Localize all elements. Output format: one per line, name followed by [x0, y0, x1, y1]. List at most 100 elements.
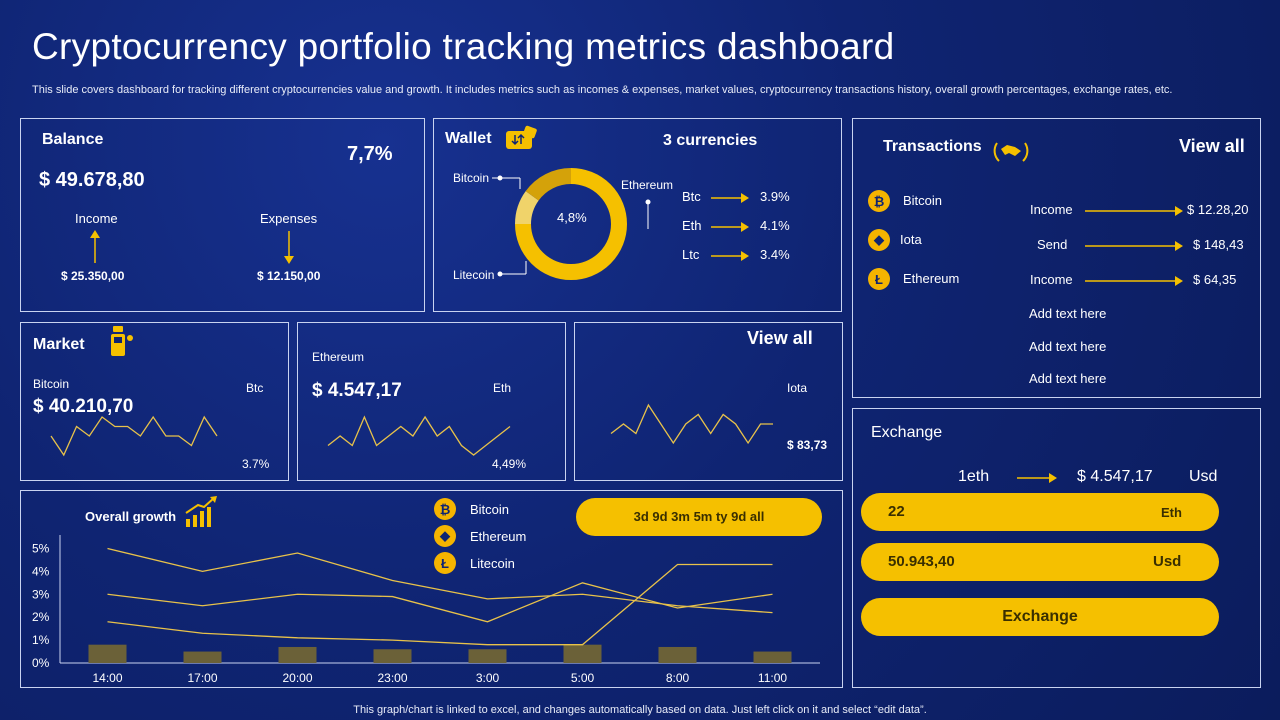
handshake-icon: [993, 142, 1029, 162]
wallet-rate-sym: Ltc: [682, 247, 700, 262]
market-ethereum-amount: $ 4.547,17: [312, 380, 402, 401]
exchange-usd-field[interactable]: 50.943,40 Usd: [861, 543, 1219, 581]
market-ethereum-sparkline: [327, 415, 511, 456]
growth-bar: [88, 644, 127, 663]
time-range-selector[interactable]: 3d 9d 3m 5m ty 9d all: [576, 498, 822, 536]
transactions-title: Transactions: [883, 138, 982, 155]
balance-percent: 7,7%: [347, 143, 393, 165]
x-tick-label: 23:00: [377, 671, 407, 685]
exchange-eth-unit: Eth: [1161, 505, 1182, 520]
exchange-to: $ 4.547,17: [1077, 468, 1153, 485]
x-tick-label: 20:00: [282, 671, 312, 685]
exchange-title: Exchange: [871, 424, 943, 441]
coin-icon: ₿: [868, 190, 890, 212]
legend-coin-icon: Ł: [434, 552, 456, 574]
y-tick-label: 0%: [32, 656, 50, 670]
transaction-type: Send: [1037, 237, 1068, 252]
balance-amount: $ 49.678,80: [39, 169, 145, 191]
transactions-view-all-link[interactable]: View all: [1179, 136, 1245, 156]
series-line-bitcoin: [107, 547, 773, 614]
expenses-label: Expenses: [260, 211, 318, 226]
growth-chart-icon: [185, 496, 217, 527]
growth-title: Overall growth: [85, 509, 177, 524]
transactions-panel: Transactions View all ₿ Bitcoin ◆ Iota Ł Ethe…: [852, 118, 1261, 398]
transaction-placeholder: Add text here: [1029, 306, 1107, 321]
transaction-type: Income: [1030, 272, 1073, 287]
exchange-eth-value: 22: [888, 503, 905, 520]
growth-bar: [658, 646, 697, 663]
page-title: Cryptocurrency portfolio tracking metric…: [32, 26, 895, 67]
x-tick-label: 3:00: [476, 671, 500, 685]
donut-slice-bitcoin: [525, 168, 572, 201]
wallet-donut-chart: [492, 168, 651, 280]
legend-item: Ethereum: [470, 529, 527, 544]
wallet-rate-value: 4.1%: [760, 218, 790, 233]
y-tick-label: 4%: [32, 564, 50, 578]
growth-bar: [373, 649, 412, 663]
income-value: $ 25.350,00: [61, 269, 125, 283]
x-tick-label: 11:00: [758, 671, 787, 685]
exchange-from: 1eth: [958, 468, 990, 485]
wallet-currency-count: 3 currencies: [663, 132, 758, 149]
wallet-rate-value: 3.9%: [760, 189, 790, 204]
growth-bar: [468, 649, 507, 663]
income-up-arrow-icon: [90, 230, 100, 263]
y-tick-label: 2%: [32, 610, 50, 624]
series-line-litecoin: [107, 563, 773, 646]
market-iota-panel: View all Iota $ 83,73: [574, 322, 843, 481]
balance-panel: Balance 7,7% $ 49.678,80 Income Expenses…: [20, 118, 425, 312]
market-ethereum-change: 4,49%: [492, 457, 527, 471]
market-ethereum-sym: Eth: [493, 381, 512, 395]
legend-coin-icon: ₿: [434, 498, 456, 520]
wallet-title: Wallet: [445, 130, 492, 147]
market-ethereum-name: Ethereum: [312, 350, 365, 364]
market-title: Market: [33, 336, 85, 353]
legend-item: Bitcoin: [470, 502, 510, 517]
market-iota-sparkline: [610, 403, 773, 445]
growth-bar: [563, 644, 602, 663]
exchange-usd-value: 50.943,40: [888, 553, 955, 570]
transaction-coin-name: Iota: [900, 232, 922, 247]
market-panel: Market Bitcoin Btc $ 40.210,70 3.7%: [20, 322, 289, 481]
y-tick-label: 5%: [32, 541, 50, 555]
growth-panel: Overall growth ₿ Bitcoin ◆ Ethereum Ł Litecoi…: [20, 490, 843, 688]
market-bitcoin-sparkline: [50, 415, 218, 457]
page-subtitle: This slide covers dashboard for tracking…: [32, 84, 1173, 96]
market-bitcoin-sym: Btc: [246, 381, 264, 395]
wallet-rate-value: 3.4%: [760, 247, 790, 262]
x-tick-label: 5:00: [571, 671, 595, 685]
exchange-eth-field[interactable]: 22 Eth: [861, 493, 1219, 531]
exchange-arrow-icon: [1017, 473, 1057, 483]
growth-bar: [753, 651, 792, 663]
wallet-rate-sym: Btc: [682, 189, 701, 204]
y-tick-label: 1%: [32, 633, 50, 647]
y-tick-label: 3%: [32, 587, 50, 601]
exchange-usd-unit: Usd: [1153, 553, 1182, 570]
expenses-down-arrow-icon: [284, 231, 294, 264]
coin-icon: Ł: [868, 268, 890, 290]
legend-item: Litecoin: [470, 556, 515, 571]
market-bitcoin-amount: $ 40.210,70: [33, 396, 134, 417]
transaction-amount: $ 148,43: [1193, 237, 1244, 252]
exchange-button[interactable]: Exchange: [861, 598, 1219, 636]
transaction-arrow-icon: [1083, 204, 1187, 222]
x-tick-label: 8:00: [666, 671, 690, 685]
legend-coin-icon: ◆: [434, 525, 456, 547]
wallet-rate-sym: Eth: [682, 218, 702, 233]
growth-line-chart: 0% 1% 2% 3% 4% 5% 14:00 17:00 20:00 23:00 3:00 5:00…: [32, 535, 820, 685]
transaction-placeholder: Add text here: [1029, 338, 1107, 354]
transaction-amount: $ 64,35: [1193, 272, 1237, 287]
footer-note: This graph/chart is linked to excel, and…: [353, 704, 927, 716]
wallet-donut-center: 4,8%: [557, 210, 587, 225]
exchange-to-unit: Usd: [1189, 468, 1218, 485]
growth-bar: [278, 646, 317, 663]
transaction-placeholder: Add text here: [1029, 371, 1107, 386]
series-line-ethereum: [107, 582, 773, 623]
x-tick-label: 14:00: [92, 671, 122, 685]
wallet-rate-arrow-icon: [709, 220, 753, 238]
wallet-panel: Wallet 3 currencies 4,8% Bitcoin Ethereu…: [433, 118, 842, 312]
transaction-arrow-icon: [1083, 239, 1187, 257]
market-view-all-link[interactable]: View all: [747, 328, 813, 348]
growth-bar: [183, 651, 222, 663]
wallet-label-bitcoin: Bitcoin: [453, 171, 490, 185]
